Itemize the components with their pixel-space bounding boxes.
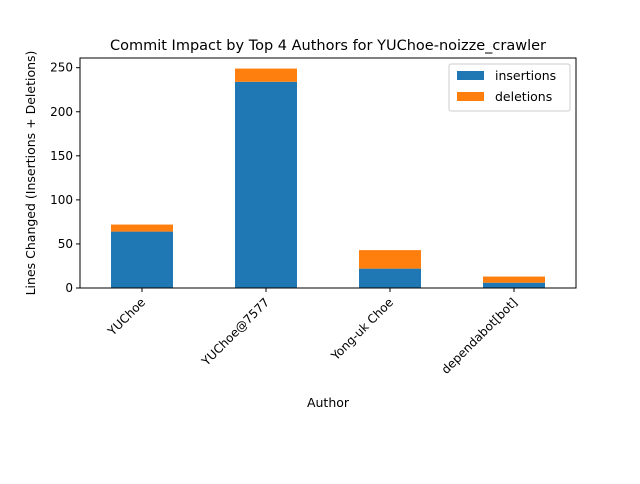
y-axis: 0 50 100 150 200 250 [50,61,80,295]
x-tick-label-1: YUChoe@7577 [198,295,272,369]
y-tick-label-5: 250 [50,61,73,75]
bar-insertions-1 [235,81,297,288]
x-axis-label: Author [307,395,350,410]
bar-deletions-3 [483,276,545,283]
bar-deletions-0 [111,224,173,232]
bar-insertions-2 [359,268,421,288]
legend-swatch-deletions [457,92,484,101]
legend-label-deletions: deletions [495,89,552,104]
y-axis-label: Lines Changed (Insertions + Deletions) [23,51,38,296]
legend-swatch-insertions [457,71,484,80]
y-tick-label-4: 200 [50,105,73,119]
chart-title: Commit Impact by Top 4 Authors for YUCho… [110,38,546,54]
bars-group [111,68,545,288]
x-tick-label-3: dependabot[bot] [439,295,521,377]
x-axis: YUChoe YUChoe@7577 Yong-uk Choe dependabot[… [104,288,520,377]
legend-label-insertions: insertions [495,68,556,83]
x-tick-label-0: YUChoe [104,295,148,339]
y-tick-label-3: 150 [50,149,73,163]
plot-frame [79,57,577,289]
bar-deletions-1 [235,68,297,82]
bar-deletions-2 [359,250,421,269]
x-tick-label-2: Yong-uk Choe [328,295,396,363]
bar-insertions-0 [111,231,173,288]
bar-insertions-3 [483,282,545,288]
y-tick-label-0: 0 [65,281,73,295]
legend: insertions deletions [448,63,571,112]
y-tick-label-2: 100 [50,193,73,207]
y-tick-label-1: 50 [58,237,73,251]
